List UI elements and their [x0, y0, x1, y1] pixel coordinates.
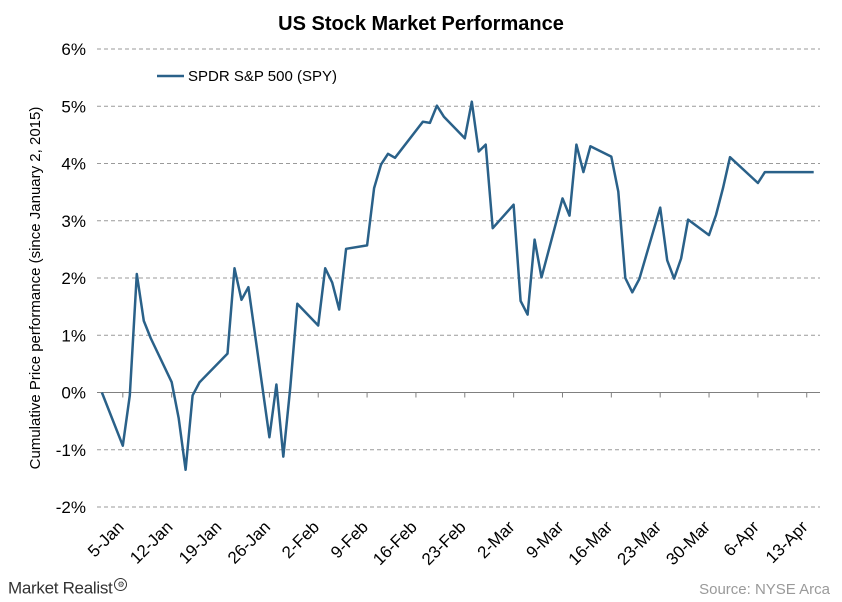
y-tick-label: 1%	[61, 326, 86, 345]
brand-name: Market Realist	[8, 579, 113, 598]
x-tick-label: 23-Feb	[418, 517, 470, 569]
x-tick-label: 9-Feb	[327, 517, 372, 562]
chart-title: US Stock Market Performance	[278, 13, 564, 35]
y-tick-label: -1%	[56, 441, 86, 460]
y-tick-label: 0%	[61, 384, 86, 403]
x-tick-label: 26-Jan	[224, 517, 274, 567]
brand-logo: Market Realist ⚙	[8, 578, 128, 599]
x-tick-label: 19-Jan	[175, 517, 225, 567]
series-layer	[100, 100, 814, 472]
x-tick-label: 9-Mar	[522, 517, 567, 562]
x-tick-label: 2-Feb	[278, 517, 323, 562]
series-line-spy	[100, 100, 814, 472]
y-axis-label: Cumulative Price performance (since Janu…	[27, 107, 44, 470]
legend: SPDR S&P 500 (SPY)	[157, 68, 337, 85]
x-tick-label: 13-Apr	[762, 517, 812, 567]
x-tick-label: 23-Mar	[613, 517, 665, 569]
y-axis-tick-labels: -2% -1% 0% 1% 2% 3% 4% 5% 6%	[56, 40, 86, 517]
gridlines	[97, 48, 820, 508]
x-tick-label: 2-Mar	[474, 517, 519, 562]
x-tick-label: 5-Jan	[84, 517, 128, 561]
y-tick-label: 6%	[61, 40, 86, 59]
y-tick-label: 3%	[61, 212, 86, 231]
y-tick-label: 2%	[61, 269, 86, 288]
y-tick-label: -2%	[56, 498, 86, 517]
brand-mark-icon: ⚙	[114, 578, 128, 592]
y-tick-label: 4%	[61, 155, 86, 174]
x-tick-label: 16-Mar	[565, 517, 617, 569]
y-tick-label: 5%	[61, 97, 86, 116]
source-note: Source: NYSE Arca	[699, 581, 830, 598]
x-tick-label: 12-Jan	[126, 517, 176, 567]
x-tick-label: 16-Feb	[369, 517, 421, 569]
legend-entry-label: SPDR S&P 500 (SPY)	[188, 68, 337, 85]
x-tick-label: 30-Mar	[662, 517, 714, 569]
x-tick-label: 6-Apr	[720, 517, 763, 560]
